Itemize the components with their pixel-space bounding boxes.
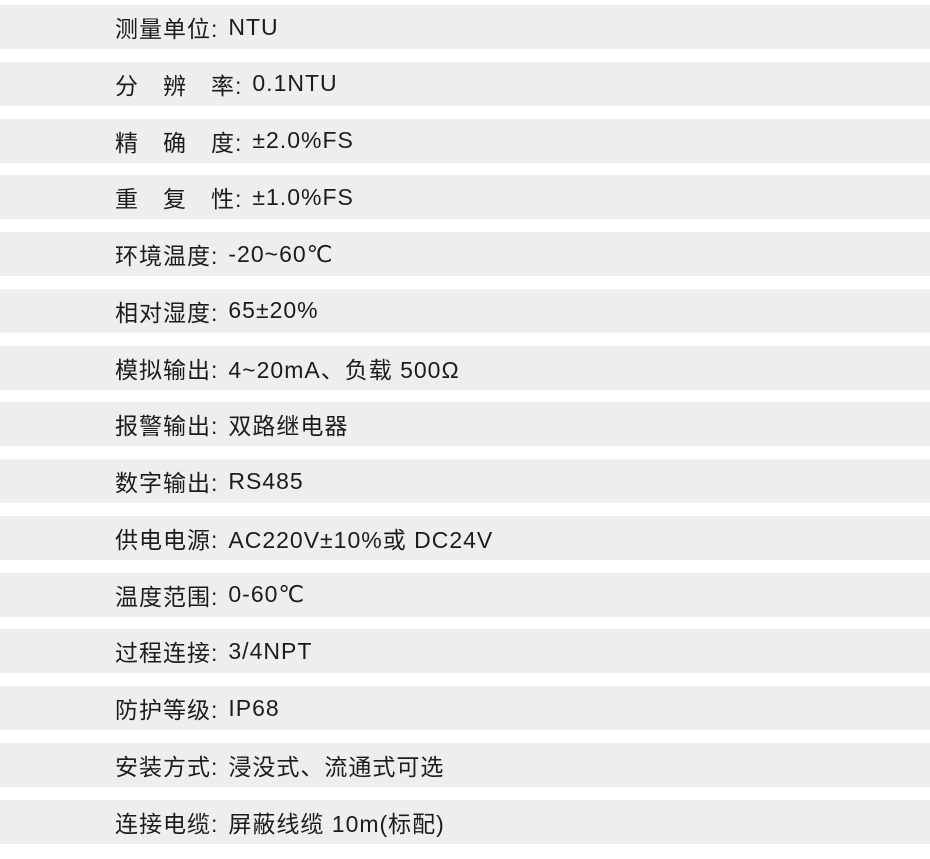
spec-label: 连接电缆:	[115, 810, 219, 837]
spec-label: 防护等级:	[115, 697, 219, 723]
spec-value: 0.1NTU	[252, 70, 338, 97]
spec-row-protection-rating: 防护等级: IP68	[0, 686, 930, 730]
spec-label: 相对湿度:	[115, 299, 219, 326]
spec-row-alarm-output: 报警输出: 双路继电器	[0, 402, 930, 447]
spec-value: 4~20mA、负载 500Ω	[228, 356, 460, 383]
spec-label: 温度范围:	[115, 583, 219, 610]
spec-label: 重 复 性:	[115, 186, 243, 213]
spec-label: 过程连接:	[115, 640, 219, 667]
spec-label: 供电电源:	[115, 526, 219, 553]
spec-row-digital-output: 数字输出: RS485	[0, 459, 930, 503]
spec-row-connection-cable: 连接电缆: 屏蔽线缆 10m(标配)	[0, 799, 930, 844]
spec-value: IP68	[228, 694, 280, 721]
spec-row-ambient-temperature: 环境温度: -20~60℃	[0, 232, 930, 276]
spec-value: 双路继电器	[228, 413, 349, 440]
spec-value: RS485	[228, 467, 304, 494]
spec-value: 0-60℃	[228, 581, 306, 607]
spec-label: 环境温度:	[115, 243, 219, 269]
spec-row-resolution: 分 辨 率: 0.1NTU	[0, 61, 930, 106]
spec-row-relative-humidity: 相对湿度: 65±20%	[0, 288, 930, 333]
spec-value: AC220V±10%或 DC24V	[228, 526, 494, 553]
spec-label: 分 辨 率:	[115, 72, 243, 99]
spec-value: -20~60℃	[228, 240, 334, 267]
spec-value: NTU	[228, 13, 279, 40]
spec-label: 精 确 度:	[115, 129, 243, 156]
spec-row-installation-type: 安装方式: 浸没式、流通式可选	[0, 742, 930, 787]
spec-row-power-supply: 供电电源: AC220V±10%或 DC24V	[0, 515, 930, 560]
spec-value: 3/4NPT	[228, 637, 313, 664]
spec-label: 报警输出:	[115, 413, 219, 440]
spec-label: 模拟输出:	[115, 356, 219, 383]
spec-value: ±2.0%FS	[252, 127, 354, 153]
spec-row-measurement-unit: 测量单位: NTU	[0, 5, 930, 49]
spec-value: 浸没式、流通式可选	[228, 753, 445, 780]
spec-label: 数字输出:	[115, 470, 219, 496]
spec-row-process-connection: 过程连接: 3/4NPT	[0, 629, 930, 674]
spec-label: 测量单位:	[115, 16, 219, 42]
spec-row-analog-output: 模拟输出: 4~20mA、负载 500Ω	[0, 345, 930, 390]
spec-row-repeatability: 重 复 性: ±1.0%FS	[0, 175, 930, 220]
spec-value: ±1.0%FS	[252, 183, 354, 210]
spec-value: 屏蔽线缆 10m(标配)	[228, 810, 445, 837]
spec-label: 安装方式:	[115, 753, 219, 780]
spec-row-accuracy: 精 确 度: ±2.0%FS	[0, 118, 930, 163]
spec-value: 65±20%	[228, 297, 319, 324]
spec-row-temperature-range: 温度范围: 0-60℃	[0, 572, 930, 617]
